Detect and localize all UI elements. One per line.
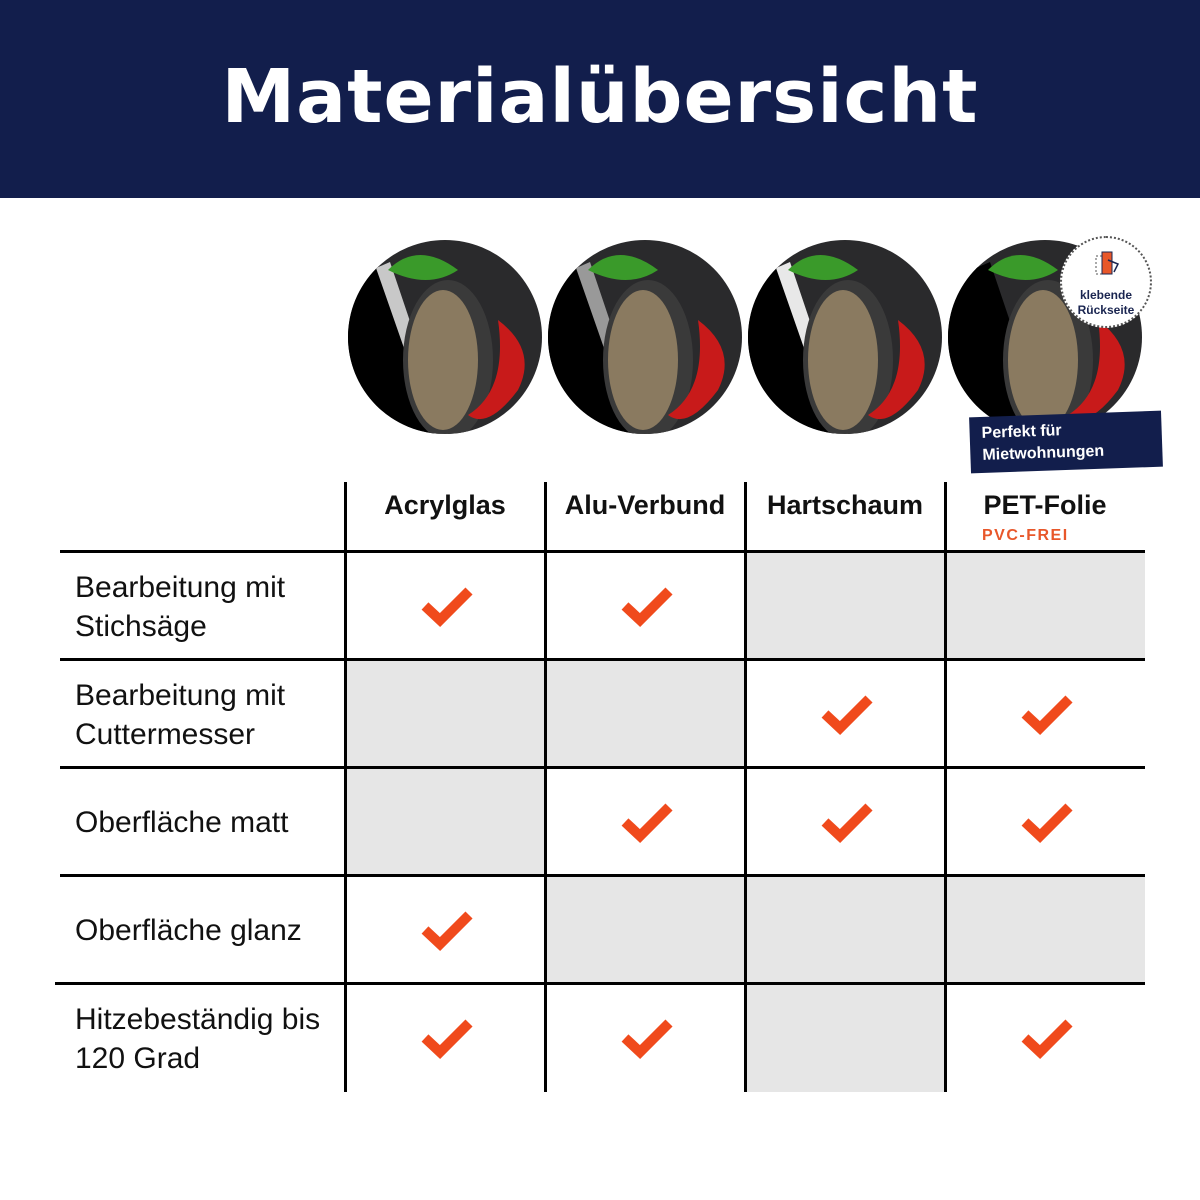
row-label: Oberfläche matt [75, 806, 289, 839]
check-icon [421, 1019, 473, 1059]
column-divider [744, 482, 747, 1092]
adhesive-label: klebende Rückseite [1077, 288, 1135, 317]
row-label: Oberfläche glanz [75, 914, 302, 947]
unsupported-cell [945, 876, 1145, 984]
row-label: Hitzebeständig bis 120 Grad [75, 1002, 321, 1075]
column-header: PET-Folie [983, 490, 1107, 520]
material-sample-image [348, 240, 542, 434]
column-header: Acrylglas [384, 490, 506, 520]
check-icon [421, 911, 473, 951]
row-divider [60, 550, 1145, 553]
row-divider [55, 982, 1145, 985]
column-header: Alu-Verbund [564, 490, 726, 520]
unsupported-cell [945, 552, 1145, 660]
peel-sticker-icon [1095, 251, 1120, 275]
unsupported-cell [345, 660, 545, 768]
row-label: Bearbeitung mit Cuttermesser [75, 678, 286, 751]
check-icon [1021, 803, 1073, 843]
unsupported-cell [745, 552, 945, 660]
unsupported-cell [345, 768, 545, 876]
check-icon [1021, 1019, 1073, 1059]
column-divider [944, 482, 947, 1092]
material-sample-image [748, 240, 942, 434]
check-icon [621, 587, 673, 627]
rental-banner: Perfekt für Mietwohnungen [969, 410, 1163, 474]
adhesive-back-badge: klebende Rückseite [1060, 236, 1152, 328]
row-divider [60, 766, 1145, 769]
row-label: Bearbeitung mit Stichsäge [75, 570, 286, 643]
check-icon [1021, 695, 1073, 735]
column-divider [344, 482, 347, 1092]
unsupported-cell [745, 984, 945, 1092]
material-sample-image [548, 240, 742, 434]
row-divider [60, 658, 1145, 661]
column-divider [544, 482, 547, 1092]
row-divider [60, 874, 1145, 877]
page-title: Materialübersicht [221, 54, 979, 140]
check-icon [821, 803, 873, 843]
check-icon [821, 695, 873, 735]
unsupported-cell [545, 660, 745, 768]
check-icon [621, 1019, 673, 1059]
check-icon [621, 803, 673, 843]
column-header: Hartschaum [766, 490, 924, 520]
unsupported-cell [545, 876, 745, 984]
pvc-free-label: PVC-FREI [982, 527, 1069, 544]
header-bar: Materialübersicht [0, 0, 1200, 198]
unsupported-cell [745, 876, 945, 984]
check-icon [421, 587, 473, 627]
